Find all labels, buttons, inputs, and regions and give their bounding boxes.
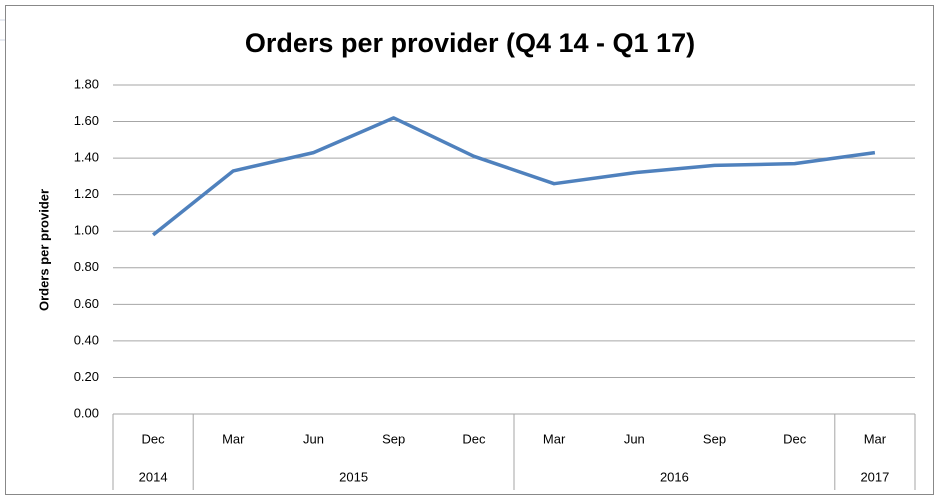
y-tick-label: 0.40 — [74, 332, 99, 347]
x-tick-label: Mar — [543, 431, 566, 446]
series-line — [152, 116, 876, 237]
y-tick-label: 0.00 — [74, 405, 99, 420]
x-group-label: 2017 — [860, 469, 889, 484]
x-tick-label: Sep — [703, 431, 726, 446]
y-tick-label: 1.00 — [74, 223, 99, 238]
y-tick-label: 0.60 — [74, 296, 99, 311]
y-tick-label: 1.20 — [74, 186, 99, 201]
x-tick-label: Mar — [222, 431, 245, 446]
x-group-label: 2014 — [139, 469, 168, 484]
x-tick-label: Dec — [142, 431, 166, 446]
y-axis-label: Orders per provider — [36, 189, 51, 311]
x-group-label: 2015 — [339, 469, 368, 484]
y-tick-label: 0.80 — [74, 259, 99, 274]
chart-title: Orders per provider (Q4 14 - Q1 17) — [245, 28, 695, 58]
y-tick-label: 1.40 — [74, 150, 99, 165]
y-tick-label: 1.80 — [74, 76, 99, 91]
chart-border — [5, 5, 934, 495]
x-tick-label: Jun — [624, 431, 645, 446]
x-tick-label: Dec — [783, 431, 807, 446]
x-group-label: 2016 — [660, 469, 689, 484]
x-tick-label: Dec — [462, 431, 486, 446]
y-tick-label: 0.20 — [74, 369, 99, 384]
x-tick-label: Mar — [864, 431, 887, 446]
y-tick-label: 1.60 — [74, 113, 99, 128]
x-tick-label: Sep — [382, 431, 405, 446]
x-tick-label: Jun — [303, 431, 324, 446]
